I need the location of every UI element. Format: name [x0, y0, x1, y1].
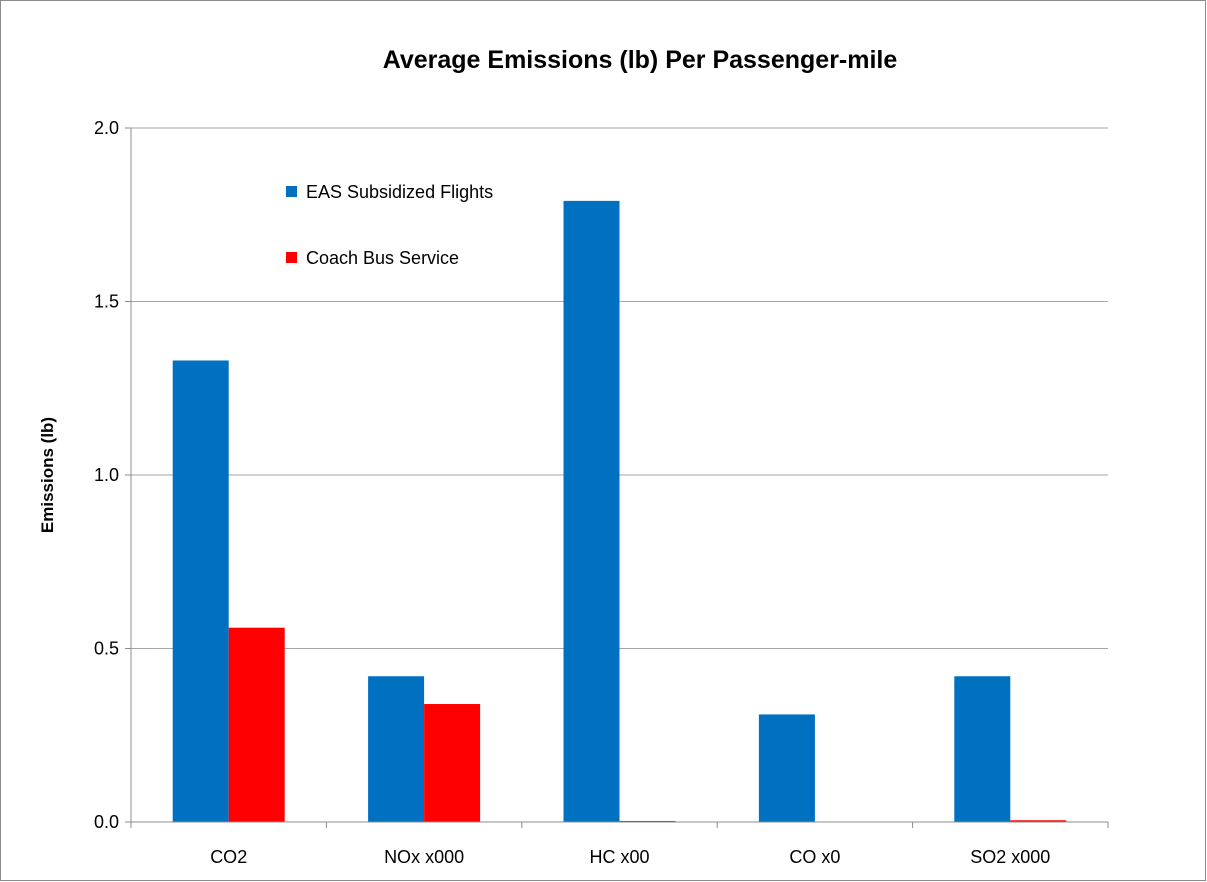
legend-swatch-bus	[286, 252, 297, 263]
bar-flights-2	[563, 200, 620, 822]
x-tick-label: SO2 x000	[970, 847, 1050, 867]
y-tick-label: 0.5	[94, 639, 119, 659]
bar-flights-1	[368, 676, 425, 822]
legend-swatch-flights	[286, 186, 297, 197]
y-tick-label: 2.0	[94, 118, 119, 138]
axes: 0.0 0.5 1.0 1.5 2.0 CO2 NOx x000 HC x00 CO x0 SO2…	[94, 118, 1109, 867]
legend-label-bus: Coach Bus Service	[306, 248, 459, 268]
chart-title: Average Emissions (lb) Per Passenger-mil…	[383, 46, 898, 74]
legend-label-flights: EAS Subsidized Flights	[306, 182, 493, 202]
y-axis-label: Emissions (lb)	[38, 417, 57, 533]
bar-bus-1	[424, 704, 481, 822]
bar-flights-0	[172, 360, 229, 822]
y-tick-label: 1.0	[94, 465, 119, 485]
y-tick-label: 1.5	[94, 292, 119, 312]
x-tick-label: CO2	[210, 847, 247, 867]
bar-flights-4	[954, 676, 1011, 822]
bar-bus-4	[1010, 820, 1067, 822]
bars	[172, 200, 1067, 822]
bar-flights-3	[758, 714, 815, 822]
bar-bus-0	[228, 627, 285, 822]
x-tick-label: NOx x000	[384, 847, 464, 867]
x-tick-label: CO x0	[789, 847, 840, 867]
y-tick-label: 0.0	[94, 812, 119, 832]
bar-bus-2	[619, 820, 676, 822]
legend: EAS Subsidized Flights Coach Bus Service	[286, 182, 493, 268]
x-tick-label: HC x00	[589, 847, 649, 867]
